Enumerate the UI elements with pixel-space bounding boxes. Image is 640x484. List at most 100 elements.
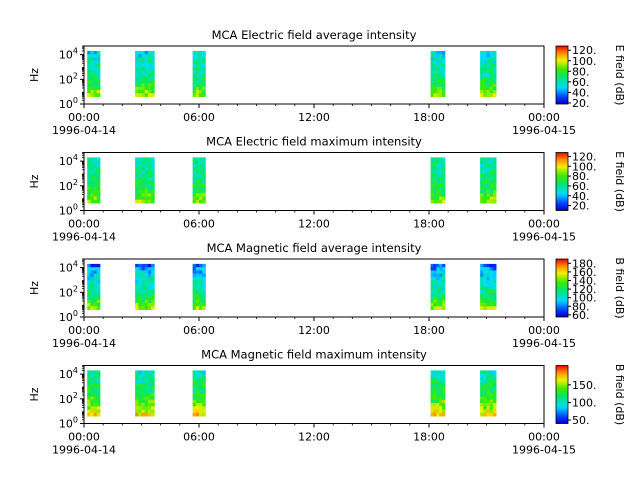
x-tick-label: 06:00 (183, 111, 215, 124)
y-tick-base: 10 (59, 262, 73, 275)
y-tick-label: 104 (59, 47, 78, 62)
y-tick-base: 10 (59, 98, 73, 111)
chart-title: MCA Magnetic field maximum intensity (201, 348, 427, 362)
spectrogram-block (480, 50, 497, 97)
spectrogram-block (87, 370, 101, 417)
chart-panel-2: MCA Electric field maximum intensity1001… (28, 135, 626, 244)
x-tick-date: 1996-04-15 (512, 337, 576, 350)
x-tick-label: 12:00 (298, 431, 330, 444)
chart-panel-4: MCA Magnetic field maximum intensity1001… (28, 348, 626, 457)
y-tick-label: 102 (59, 71, 78, 86)
colorbar-label: B field (dB) (613, 364, 626, 425)
y-tick-exponent: 2 (73, 71, 78, 80)
y-tick-label: 104 (59, 153, 78, 168)
spectrogram-block (135, 263, 155, 310)
colorbar-tick-label: 180. (572, 257, 597, 270)
spectrogram-block (192, 263, 206, 310)
spectrogram-block (87, 50, 101, 97)
x-tick-label: 00:00 (68, 218, 100, 231)
chart-title: MCA Electric field maximum intensity (206, 135, 422, 149)
x-tick-date: 1996-04-15 (512, 231, 576, 244)
colorbar-label: E field (dB) (613, 45, 626, 106)
colorbar-tick-label: 100. (572, 55, 597, 68)
chart-panel-1: MCA Electric field average intensity1001… (28, 28, 626, 137)
x-tick-date: 1996-04-14 (52, 337, 116, 350)
y-tick-exponent: 0 (73, 309, 78, 318)
colorbar-tick-label: 100. (572, 292, 597, 305)
y-tick-exponent: 4 (73, 47, 78, 56)
y-tick-exponent: 4 (73, 366, 78, 375)
y-tick-base: 10 (59, 180, 73, 193)
y-tick-base: 10 (59, 311, 73, 324)
y-tick-label: 104 (59, 260, 78, 275)
colorbar-tick-label: 150. (572, 379, 597, 392)
y-tick-label: 100 (59, 203, 78, 218)
spectrogram-block (192, 50, 206, 97)
colorbar-tick-label: 160. (572, 266, 597, 279)
colorbar-tick-label: 100. (572, 160, 597, 173)
y-tick-base: 10 (59, 73, 73, 86)
chart-title: MCA Magnetic field average intensity (207, 241, 422, 255)
y-tick-label: 100 (59, 416, 78, 431)
y-tick-exponent: 2 (73, 284, 78, 293)
x-tick-label: 12:00 (298, 111, 330, 124)
colorbar-tick-label: 80. (572, 170, 590, 183)
plot-area (84, 46, 544, 104)
x-tick-label: 18:00 (413, 324, 445, 337)
x-tick-label: 00:00 (68, 111, 100, 124)
x-tick-date: 1996-04-15 (512, 444, 576, 457)
y-tick-base: 10 (59, 49, 73, 62)
colorbar-tick-label: 50. (572, 414, 590, 427)
x-tick-label: 00:00 (68, 431, 100, 444)
x-tick-label: 00:00 (528, 218, 560, 231)
x-tick-label: 00:00 (528, 431, 560, 444)
x-tick-label: 00:00 (528, 324, 560, 337)
colorbar-tick-label: 60. (572, 309, 590, 322)
colorbar-tick-label: 40. (572, 190, 590, 203)
spectrogram-block (480, 157, 497, 204)
y-tick-exponent: 4 (73, 260, 78, 269)
y-tick-exponent: 4 (73, 153, 78, 162)
y-axis-label: Hz (28, 68, 41, 82)
spectrogram-block (430, 50, 446, 97)
spectrogram-block (430, 157, 446, 204)
colorbar (555, 365, 569, 424)
y-tick-exponent: 2 (73, 391, 78, 400)
spectrogram-block (135, 157, 155, 204)
y-tick-base: 10 (59, 205, 73, 218)
colorbar-tick-label: 120. (572, 283, 597, 296)
x-tick-date: 1996-04-14 (52, 444, 116, 457)
y-axis-label: Hz (28, 387, 41, 401)
colorbar (555, 258, 569, 318)
y-tick-label: 102 (59, 391, 78, 406)
plot-area (84, 259, 544, 317)
colorbar-tick-label: 100. (572, 396, 597, 409)
colorbar-label: E field (dB) (613, 151, 626, 212)
y-tick-label: 100 (59, 309, 78, 324)
spectrogram-block (135, 370, 155, 417)
spectrogram-block (430, 263, 446, 310)
y-axis-label: Hz (28, 174, 41, 188)
colorbar-tick-label: 20. (572, 200, 590, 213)
x-tick-label: 18:00 (413, 218, 445, 231)
x-tick-date: 1996-04-14 (52, 124, 116, 137)
chart-title: MCA Electric field average intensity (212, 28, 417, 42)
x-tick-label: 12:00 (298, 218, 330, 231)
y-tick-base: 10 (59, 368, 73, 381)
spectrogram-block (87, 263, 101, 310)
x-tick-label: 06:00 (183, 324, 215, 337)
x-tick-date: 1996-04-15 (512, 124, 576, 137)
y-tick-base: 10 (59, 286, 73, 299)
spectrogram-block (192, 157, 206, 204)
x-tick-date: 1996-04-14 (52, 231, 116, 244)
x-tick-label: 18:00 (413, 111, 445, 124)
y-tick-base: 10 (59, 393, 73, 406)
x-tick-label: 00:00 (528, 111, 560, 124)
x-tick-label: 18:00 (413, 431, 445, 444)
y-tick-exponent: 0 (73, 416, 78, 425)
colorbar-tick-label: 60. (572, 76, 590, 89)
colorbar-tick-label: 140. (572, 274, 597, 287)
spectrogram-block (480, 370, 497, 417)
